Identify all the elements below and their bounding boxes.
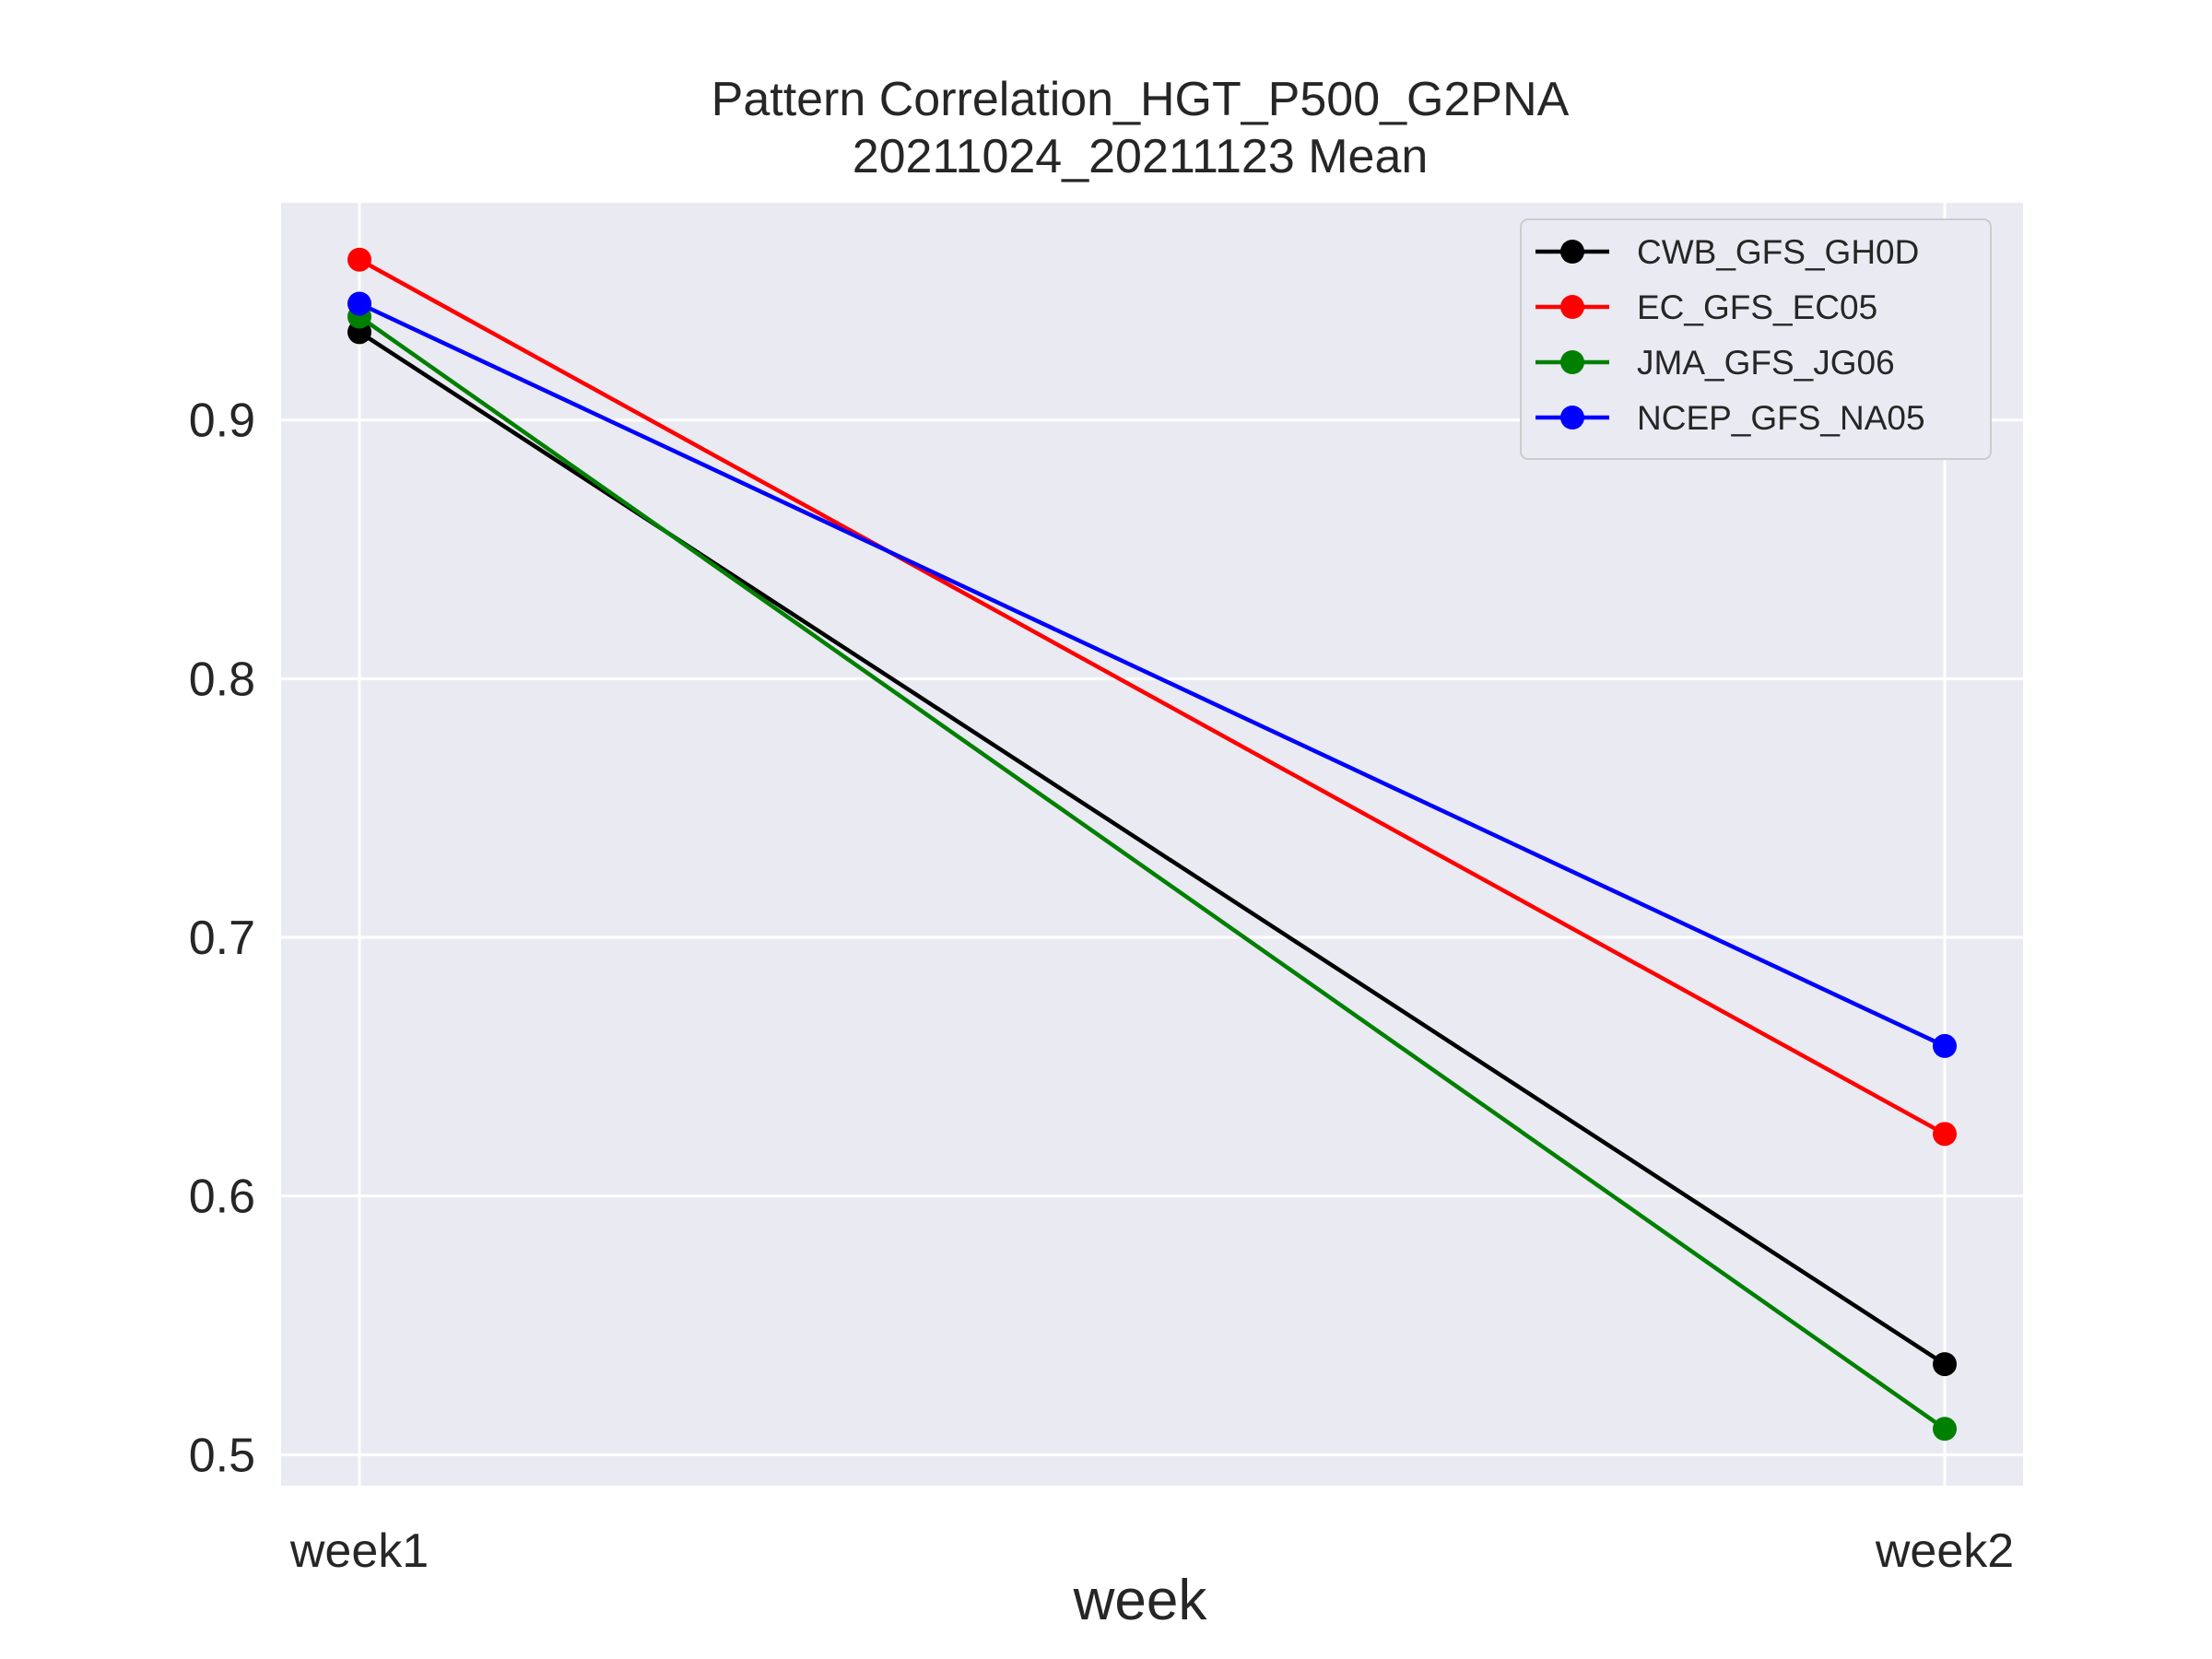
data-point [1933, 1352, 1957, 1377]
data-point [1933, 1417, 1957, 1441]
legend-marker [1560, 240, 1584, 264]
data-point [1933, 1033, 1957, 1058]
legend-entry: EC_GFS_EC05 [1535, 288, 1877, 326]
legend: CWB_GFS_GH0D EC_GFS_EC05 JMA_GFS_JG06 NCEP_… [1520, 218, 1992, 460]
legend-label: CWB_GFS_GH0D [1637, 233, 1919, 271]
series-line [358, 314, 1947, 1431]
legend-entry: JMA_GFS_JG06 [1535, 344, 1895, 382]
data-point [347, 291, 371, 316]
x-tick-label: week1 [289, 1524, 429, 1578]
legend-entry: CWB_GFS_GH0D [1535, 233, 1919, 271]
y-tick-label: 0.7 [189, 912, 255, 965]
data-point [1933, 1122, 1957, 1147]
y-tick-labels: 0.5 0.6 0.7 0.8 0.9 [189, 394, 255, 1483]
data-point [347, 247, 371, 272]
series [347, 247, 1957, 1441]
chart-subtitle: 20211024_20211123 Mean [853, 130, 1429, 183]
legend-marker [1560, 350, 1584, 374]
legend-label: NCEP_GFS_NA05 [1637, 399, 1925, 437]
x-axis-label: week [1073, 1569, 1208, 1632]
legend-label: EC_GFS_EC05 [1637, 288, 1877, 326]
x-tick-labels: week1 week2 [289, 1524, 2014, 1578]
y-tick-label: 0.6 [189, 1171, 255, 1224]
legend-label: JMA_GFS_JG06 [1637, 344, 1895, 382]
y-tick-label: 0.8 [189, 653, 255, 706]
x-tick-label: week2 [1875, 1524, 2014, 1578]
chart-title: Pattern Correlation_HGT_P500_G2PNA [712, 73, 1570, 126]
legend-box [1520, 218, 1992, 460]
series-line [359, 301, 1946, 1048]
legend-marker [1560, 295, 1584, 319]
legend-entry: NCEP_GFS_NA05 [1535, 399, 1925, 437]
series-NCEP_GFS_NA05 [347, 291, 1957, 1058]
y-tick-label: 0.9 [189, 394, 255, 448]
series-EC_GFS_EC05 [347, 247, 1957, 1147]
series-line [358, 257, 1947, 1136]
y-tick-label: 0.5 [189, 1429, 255, 1482]
legend-marker [1560, 406, 1584, 429]
grid [281, 203, 2023, 1486]
